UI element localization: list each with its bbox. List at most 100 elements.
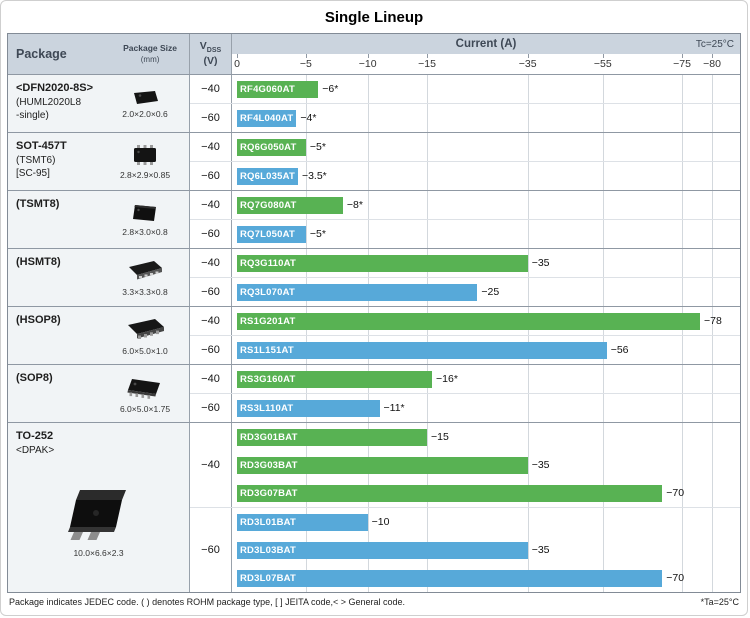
bars-area: RF4G060AT −6*: [232, 75, 740, 103]
bar-row: RD3L03BAT −35: [232, 536, 740, 564]
axis-tick: [367, 54, 369, 58]
gridline: [712, 133, 713, 161]
current-value-label: −35: [531, 459, 550, 471]
gridline: [682, 220, 684, 248]
lineup-group: (HSOP8) 6.0×5.0×1.0 −40 RS1G201AT −78 −60 RS1L…: [8, 306, 740, 364]
lineup-group: (SOP8) 6.0×5.0×1.75 −40 RS3G160AT −16* −60 RS3…: [8, 364, 740, 422]
gridline: [527, 75, 529, 103]
package-name-main: <DFN2020-8S>: [16, 82, 94, 94]
current-value-label: −15: [431, 431, 449, 443]
group-rows: −40 RF4G060AT −6* −60 RF4L040AT −4*: [190, 75, 740, 132]
current-bar: RQ7G080AT: [237, 196, 343, 214]
gridline: [602, 249, 604, 277]
gridline: [367, 75, 369, 103]
axis-tick-label: −35: [518, 58, 537, 70]
bar-row: RS3L110AT −11*: [232, 394, 740, 422]
package-name-main: (SOP8): [16, 372, 53, 384]
package-name-main: SOT-457T: [16, 140, 67, 152]
gridline: [682, 133, 684, 161]
bar-row: RD3G07BAT −70: [232, 479, 740, 507]
package-icon-hsop8: [123, 315, 167, 343]
part-number: RQ3G110AT: [240, 257, 297, 269]
gridline: [682, 423, 684, 507]
axis-tick: [602, 54, 604, 58]
lineup-group: (HSMT8) 3.3×3.3×0.8 −40 RQ3G110AT −35 −60 RQ3L…: [8, 248, 740, 306]
bar-row: RQ3L070AT −25: [232, 278, 740, 306]
package-name-sub: (TSMT6): [16, 154, 56, 166]
gridline: [527, 365, 529, 393]
vdss-value: −40: [190, 75, 232, 103]
gridline: [527, 508, 529, 592]
current-value-label: −6*: [322, 83, 339, 95]
package-cell: (HSMT8) 3.3×3.3×0.8: [8, 249, 190, 306]
gridline: [712, 394, 713, 422]
package-size-label: Package Size: [123, 43, 177, 54]
gridline: [682, 508, 684, 592]
current-value-label: −35: [531, 257, 550, 269]
axis-tick-label: −55: [593, 58, 612, 70]
bars-area: RS1G201AT −78: [232, 307, 740, 335]
bar-row: RQ7G080AT −8*: [232, 191, 740, 219]
package-name: (HSOP8): [14, 311, 107, 360]
current-value-label: −10: [371, 516, 390, 528]
bars-area: RS1L151AT −56: [232, 336, 740, 364]
axis-tick: [237, 54, 238, 58]
part-number: RQ6L035AT: [240, 170, 295, 182]
axis-tick-label: −75: [673, 58, 691, 70]
gridline: [305, 104, 307, 132]
package-cell: (TSMT8) 2.8×3.0×0.8: [8, 191, 190, 248]
gridline: [527, 394, 529, 422]
part-number: RQ3L070AT: [240, 286, 295, 298]
group-rows: −40 RQ3G110AT −35 −60 RQ3L070AT −25: [190, 249, 740, 306]
gridline: [602, 394, 604, 422]
gridline: [305, 162, 307, 190]
package-name-sub: <DPAK>: [16, 444, 55, 456]
current-bar: RS3L110AT: [237, 399, 380, 417]
vdss-block: −40 RD3G01BAT −15 RD3G03BAT −35 RD3G07BAT −70: [190, 423, 740, 507]
package-name-main: TO-252: [16, 430, 54, 442]
bar-row: RD3G03BAT −35: [232, 451, 740, 479]
current-value-label: −8*: [346, 199, 363, 211]
group-rows: −40 RQ6G050AT −5* −60 RQ6L035AT −3.5*: [190, 133, 740, 190]
gridline: [527, 249, 529, 277]
axis-tick-label: −5: [299, 58, 312, 70]
gridline: [712, 423, 713, 507]
current-bar: RD3L03BAT: [237, 541, 528, 559]
gridline: [682, 162, 684, 190]
part-number: RD3L03BAT: [240, 544, 296, 556]
package-name-main: (HSMT8): [16, 256, 61, 268]
vdss-value: −40: [190, 191, 232, 219]
current-bar: RD3L07BAT: [237, 569, 663, 587]
current-value-label: −3.5*: [301, 170, 327, 182]
package-icon-to252: [58, 487, 140, 543]
bar-row: RF4L040AT −4*: [232, 104, 740, 132]
package-visual: 2.0×2.0×0.6: [107, 79, 183, 128]
current-bar: RS3G160AT: [237, 370, 433, 388]
gridline: [682, 365, 684, 393]
package-name: (HSMT8): [14, 253, 107, 302]
package-size-header: Package Size (mm): [123, 43, 177, 65]
vdss-value: −40: [190, 307, 232, 335]
gridline: [602, 104, 604, 132]
package-icon-hsmt8: [125, 258, 165, 284]
axis-tick-label: 0: [234, 58, 240, 70]
package-icon-tsmt8: [129, 202, 161, 224]
bar-row: RD3L07BAT −70: [232, 564, 740, 592]
bar-row: RS1L151AT −56: [232, 336, 740, 364]
gridline: [427, 104, 428, 132]
vdss-value: −60: [190, 278, 232, 306]
package-icon-sop8: [124, 374, 166, 401]
package-visual: 10.0×6.6×2.3: [14, 457, 183, 588]
vdss-value: −40: [190, 133, 232, 161]
package-cell: (SOP8) 6.0×5.0×1.75: [8, 365, 190, 422]
current-value-label: −16*: [436, 373, 458, 385]
gridline: [305, 220, 307, 248]
current-bar: RQ3G110AT: [237, 254, 528, 272]
group-rows: −40 RS3G160AT −16* −60 RS3L110AT −11*: [190, 365, 740, 422]
gridline: [427, 394, 428, 422]
bars-area: RQ6L035AT −3.5*: [232, 162, 740, 190]
axis-tick: [427, 54, 428, 58]
gridline: [527, 220, 529, 248]
current-bar: RD3G03BAT: [237, 456, 528, 474]
